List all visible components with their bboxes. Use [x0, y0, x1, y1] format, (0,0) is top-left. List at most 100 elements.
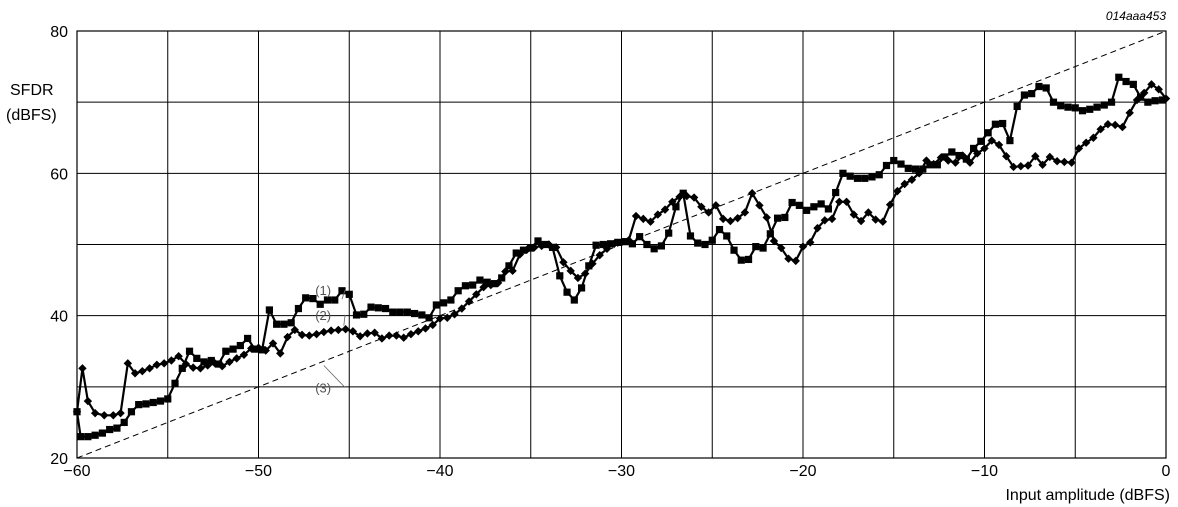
series-2-point — [1009, 162, 1018, 172]
series-2-point — [762, 213, 771, 222]
series-2-point — [276, 349, 285, 358]
series-2-point — [936, 153, 946, 162]
series-2-point — [827, 214, 837, 224]
series-2-point — [900, 179, 909, 189]
series-2-point — [225, 357, 234, 367]
series-1-point — [1151, 97, 1159, 105]
series-1-point — [127, 408, 136, 416]
series-2-point — [443, 313, 452, 323]
series-2-point — [595, 250, 604, 260]
series-1-point — [781, 213, 789, 222]
series-1-point — [302, 294, 310, 302]
x-tick-label: −40 — [426, 463, 453, 480]
series-2-point — [907, 175, 917, 184]
series-1-point — [164, 395, 172, 403]
series-2-point — [457, 304, 466, 313]
series-2-point — [588, 259, 597, 268]
series-2-point — [631, 211, 641, 221]
x-tick-label: −60 — [63, 463, 90, 480]
series-2-point — [798, 242, 808, 251]
series-1-point — [737, 256, 745, 264]
series-2-point — [1016, 162, 1025, 171]
series-1-point — [1078, 107, 1087, 115]
series-2-point — [1002, 152, 1011, 161]
plot-frame — [76, 30, 1167, 459]
series-2-point — [90, 408, 100, 418]
series-2-point — [1074, 144, 1084, 153]
series-1-point — [244, 334, 252, 343]
series-1-point — [331, 296, 339, 304]
series-1-point — [948, 148, 956, 156]
series-2-point — [842, 197, 851, 206]
series-1-point — [911, 165, 920, 173]
series-1-point — [672, 203, 680, 211]
series-1-point — [846, 172, 854, 180]
series-1-point — [897, 160, 905, 168]
series-1-point — [454, 287, 462, 295]
series-1-point — [1064, 103, 1072, 111]
series-2-point — [145, 364, 154, 373]
series-2-point — [239, 350, 249, 360]
series-1-point — [1042, 84, 1050, 92]
series-2-point — [980, 144, 989, 153]
series-1-label: (1) — [315, 283, 331, 298]
series-2-point — [283, 332, 292, 342]
series-1-point — [882, 161, 891, 170]
series-2-point — [297, 330, 307, 340]
series-1-point — [984, 129, 992, 137]
series-1-point — [98, 429, 107, 437]
series-2-point — [130, 369, 140, 378]
series-2-point — [428, 320, 437, 330]
series-2-point — [1089, 133, 1098, 142]
series-1-line — [75, 76, 1163, 438]
series-2-point — [777, 243, 786, 253]
series-2-point — [878, 217, 888, 226]
x-tick-label: −20 — [789, 463, 816, 480]
series-2-point — [188, 363, 198, 372]
series-1-point — [868, 173, 876, 181]
series-1-point — [461, 282, 470, 290]
series-1-point — [585, 262, 593, 270]
series-1-point — [149, 398, 157, 407]
series-2-point — [1118, 122, 1127, 132]
series-2-label-leader — [343, 314, 346, 326]
series-2-point — [653, 210, 662, 219]
series-2-point — [305, 331, 314, 340]
series-1-point — [548, 243, 557, 251]
series-1-point — [1057, 102, 1065, 110]
series-1-point — [352, 311, 361, 319]
series-layer: (1) (2) (3) — [72, 30, 1171, 459]
series-2-point — [159, 359, 169, 368]
series-1-point — [287, 319, 295, 327]
series-3-label: (3) — [315, 381, 331, 396]
series-1-point — [628, 240, 636, 248]
series-1-point — [730, 246, 738, 254]
series-2-label: (2) — [315, 308, 331, 323]
series-1-point — [135, 401, 143, 409]
series-2-point — [100, 411, 109, 420]
series-1-point — [345, 290, 353, 298]
series-2-point — [566, 266, 575, 276]
series-2-point — [109, 411, 118, 420]
series-1-point — [91, 431, 99, 439]
series-2-point — [646, 217, 655, 226]
series-2-point — [820, 216, 829, 225]
series-2-point — [922, 156, 931, 165]
series-1-point — [490, 280, 499, 288]
series-1-point — [527, 244, 535, 252]
series-2-point — [355, 332, 365, 341]
series-2-point — [116, 408, 125, 418]
x-axis-label: Input amplitude (dBFS) — [1005, 487, 1170, 504]
series-1-point — [715, 225, 724, 234]
series-1-point — [788, 198, 796, 207]
series-2-point — [987, 136, 996, 145]
series-2-point — [1038, 160, 1047, 169]
series-2-point — [726, 216, 735, 226]
figure-code: 014aaa453 — [1106, 9, 1166, 23]
series-2-point — [682, 191, 692, 201]
series-2-point — [769, 236, 779, 246]
series-1-point — [977, 137, 985, 145]
series-1-point — [556, 272, 564, 280]
series-2-point — [464, 297, 474, 306]
series-2-point — [856, 216, 866, 226]
